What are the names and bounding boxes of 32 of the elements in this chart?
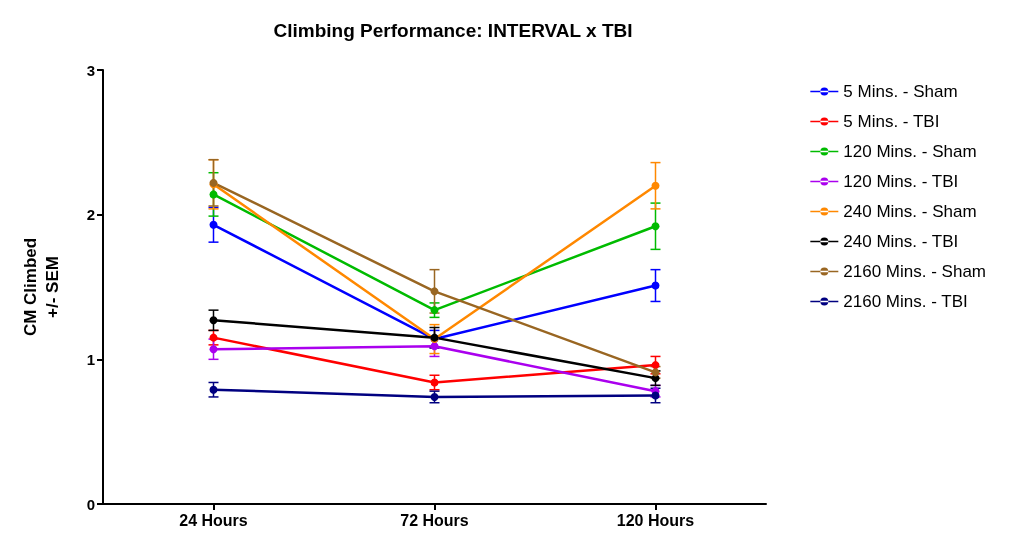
legend-label: 2160 Mins. - Sham (843, 262, 987, 281)
point (209, 345, 218, 354)
x-tick-label: 24 Hours (179, 511, 248, 529)
legend-label: 5 Mins. - TBI (843, 112, 940, 131)
y-tick-label: 3 (86, 61, 95, 79)
point (430, 378, 439, 387)
y-tick-label: 2 (86, 206, 95, 224)
legend-label: 120 Mins. - TBI (843, 172, 959, 191)
point (651, 222, 660, 231)
point (209, 190, 218, 199)
legend-label: 2160 Mins. - TBI (843, 292, 968, 311)
point (651, 361, 660, 370)
point (209, 333, 218, 342)
legend-label: 120 Mins. - Sham (843, 142, 977, 161)
point (651, 391, 660, 400)
y-tick-label: 1 (86, 350, 95, 368)
point (651, 281, 660, 290)
point (430, 287, 439, 296)
point (209, 316, 218, 325)
y-tick-label: 0 (86, 495, 95, 513)
legend-label: 240 Mins. - TBI (843, 232, 959, 251)
point (651, 181, 660, 190)
point (209, 385, 218, 394)
x-tick-label: 72 Hours (400, 511, 469, 529)
point (430, 306, 439, 315)
point (209, 220, 218, 229)
y-axis-title: CM Climbed +/- SEM (20, 237, 62, 337)
x-tick-label: 120 Hours (616, 511, 695, 529)
legend-label: 5 Mins. - Sham (843, 82, 958, 101)
legend-label: 240 Mins. - Sham (843, 202, 977, 221)
chart-title: Climbing Performance: INTERVAL x TBI (273, 20, 633, 41)
point (430, 342, 439, 351)
